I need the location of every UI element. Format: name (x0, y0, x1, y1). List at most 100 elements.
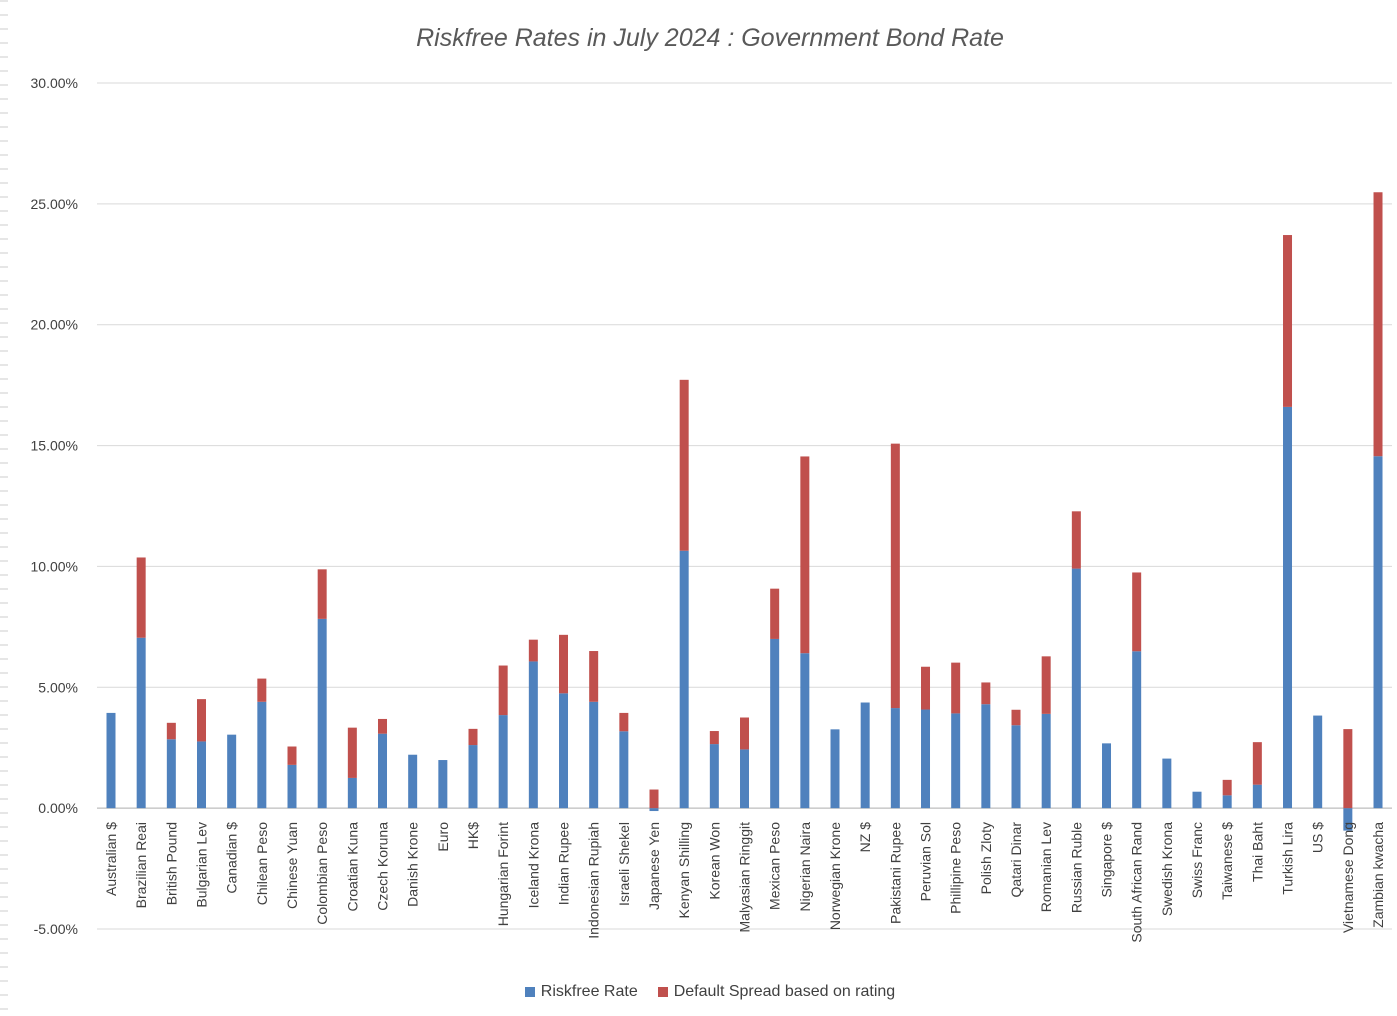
bar-default-spread (1071, 511, 1081, 569)
legend-swatch-riskfree (524, 987, 535, 997)
bar-riskfree-rate (227, 734, 237, 809)
bar-riskfree-rate (921, 709, 931, 809)
bar-riskfree-rate (166, 739, 176, 809)
bar-riskfree-rate (1192, 791, 1202, 809)
bar-default-spread (921, 666, 931, 710)
x-tick-label: Australian $ (103, 822, 119, 896)
bar-riskfree-rate (257, 701, 267, 809)
bar-riskfree-rate (1283, 406, 1293, 809)
bar-default-spread (619, 712, 629, 732)
x-tick-label: Bulgarian Lev (194, 822, 210, 908)
bar-riskfree-rate (800, 653, 810, 809)
x-tick-label: Colombian Peso (314, 822, 330, 925)
bar-riskfree-rate (740, 749, 750, 809)
x-tick-label: Turkish Lira (1280, 822, 1296, 895)
x-tick-label: Japanese Yen (646, 822, 662, 910)
bar-riskfree-rate (860, 702, 870, 809)
legend-label-default-spread: Default Spread based on rating (673, 983, 896, 1000)
bar-riskfree-rate (1162, 758, 1172, 809)
spreadsheet-edge (0, 0, 8, 1016)
legend: Riskfree Rate Default Spread based on ra… (0, 983, 1397, 1001)
y-tick-label: 30.00% (31, 75, 78, 91)
bar-default-spread (1283, 235, 1293, 407)
bar-default-spread (257, 678, 267, 702)
bar-riskfree-rate (981, 704, 991, 809)
bar-default-spread (1041, 656, 1051, 714)
x-tick-label: Pakistani Rupee (887, 822, 903, 924)
bar-default-spread (347, 727, 357, 778)
x-tick-label: Nigerian Naira (797, 822, 813, 912)
x-tick-label: HK$ (465, 822, 481, 849)
bar-riskfree-rate (317, 618, 327, 809)
bar-default-spread (709, 731, 719, 745)
bar-default-spread (589, 651, 599, 702)
x-tick-label: Russian Ruble (1068, 822, 1084, 913)
x-tick-label: Indonesian Rupiah (586, 822, 602, 939)
bar-default-spread (1373, 192, 1383, 457)
bar-riskfree-rate (1041, 713, 1051, 809)
x-tick-label: Chilean Peso (254, 822, 270, 905)
legend-item-default-spread: Default Spread based on rating (657, 983, 896, 1001)
x-tick-label: Thai Baht (1249, 822, 1265, 882)
x-tick-label: Romanian Lev (1038, 822, 1054, 912)
bar-riskfree-rate (378, 733, 388, 809)
bar-default-spread (378, 718, 388, 734)
bar-riskfree-rate (498, 715, 508, 809)
bar-riskfree-rate (770, 638, 780, 809)
y-tick-label: 25.00% (31, 196, 78, 212)
legend-swatch-default-spread (657, 987, 668, 997)
x-tick-label: Czech Koruna (375, 822, 391, 911)
bar-default-spread (468, 728, 478, 746)
bar-riskfree-rate (1313, 715, 1323, 809)
x-tick-label: Zambian kwacha (1370, 822, 1386, 928)
x-tick-label: South African Rand (1129, 822, 1145, 943)
bar-riskfree-rate (347, 777, 357, 809)
bar-default-spread (1222, 779, 1232, 796)
bar-default-spread (770, 588, 780, 639)
x-tick-label: Indian Rupee (556, 822, 572, 906)
bar-riskfree-rate (408, 754, 418, 809)
bar-riskfree-rate (1373, 456, 1383, 809)
bar-default-spread (1343, 729, 1353, 809)
y-tick-label: 20.00% (31, 317, 78, 333)
bar-riskfree-rate (287, 764, 297, 809)
bar-default-spread (559, 634, 569, 694)
bar-riskfree-rate (1132, 651, 1142, 809)
x-tick-label: Chinese Yuan (284, 822, 300, 909)
x-tick-label: Danish Krone (405, 822, 421, 907)
bar-riskfree-rate (589, 701, 599, 809)
x-tick-label: Norwegian Krone (827, 822, 843, 930)
bar-riskfree-rate (1222, 795, 1232, 809)
bar-default-spread (679, 379, 689, 551)
bar-riskfree-rate (1343, 808, 1353, 831)
chart-title: Riskfree Rates in July 2024 : Government… (416, 24, 1004, 52)
bar-default-spread (498, 665, 508, 716)
bar-riskfree-rate (1102, 743, 1112, 809)
x-tick-label: Kenyan Shilling (676, 822, 692, 919)
y-tick-label: 0.00% (38, 800, 78, 816)
x-tick-label: Taiwanese $ (1219, 822, 1235, 900)
bar-riskfree-rate (679, 550, 689, 809)
bar-default-spread (1252, 742, 1262, 785)
x-tick-label: Mexican Peso (767, 822, 783, 910)
x-tick-label: British Pound (163, 822, 179, 905)
bar-riskfree-rate (1071, 568, 1081, 809)
y-tick-label: 15.00% (31, 438, 78, 454)
x-tick-label: NZ $ (857, 822, 873, 853)
bar-default-spread (981, 682, 991, 705)
bar-riskfree-rate (106, 712, 116, 809)
x-tick-label: Canadian $ (224, 822, 240, 894)
x-tick-label: Hungarian Forint (495, 822, 511, 926)
x-tick-label: Iceland Krona (525, 822, 541, 909)
bar-riskfree-rate (559, 693, 569, 809)
x-tick-label: Polish Zloty (978, 822, 994, 894)
bar-default-spread (740, 717, 750, 750)
bar-default-spread (649, 789, 659, 809)
bar-riskfree-rate (136, 637, 146, 809)
x-tick-label: Brazilian Reai (133, 822, 149, 908)
x-tick-label: Swedish Krona (1159, 822, 1175, 916)
x-tick-label: Phillipine Peso (948, 822, 964, 914)
x-tick-label: Israeli Shekel (616, 822, 632, 906)
x-tick-label: Singapore $ (1099, 822, 1115, 898)
